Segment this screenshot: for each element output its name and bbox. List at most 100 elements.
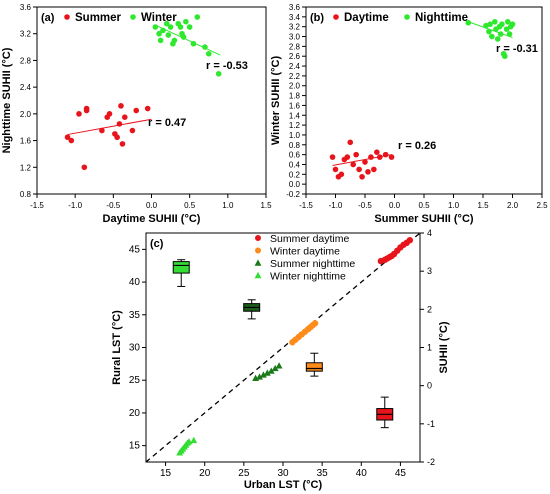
data-point bbox=[365, 169, 371, 175]
x-tick-label: 2.5 bbox=[536, 201, 548, 210]
data-point bbox=[502, 53, 508, 60]
data-point bbox=[263, 369, 271, 376]
legend-label: Summer bbox=[75, 12, 122, 24]
x-tick-label: 0.0 bbox=[389, 201, 401, 210]
data-point bbox=[353, 151, 359, 158]
y2-tick-label: -1 bbox=[427, 419, 435, 429]
data-point bbox=[487, 21, 493, 28]
data-point bbox=[157, 37, 164, 44]
legend-marker bbox=[333, 14, 339, 20]
r-annotation: r = 0.47 bbox=[148, 117, 186, 129]
x-tick-label: 1.0 bbox=[222, 201, 234, 210]
y2-tick-label: -2 bbox=[427, 457, 435, 467]
data-point bbox=[509, 21, 516, 28]
y-tick-label: 1.6 bbox=[20, 137, 32, 146]
x-tick-label: -1.5 bbox=[30, 201, 44, 210]
data-point bbox=[156, 30, 162, 37]
x-tick-label: -1.5 bbox=[299, 201, 313, 210]
panel-b: -1.5 -1.0 -0.5 0.0 0.5 1.0 1.5 2.0 2.5-0.20.00.2… bbox=[270, 3, 548, 225]
data-point bbox=[99, 127, 105, 134]
y2-tick-label: 2 bbox=[427, 304, 432, 314]
data-point bbox=[350, 161, 357, 168]
data-point bbox=[388, 154, 395, 160]
data-point bbox=[374, 149, 380, 155]
y-tick-label: 3.2 bbox=[289, 23, 301, 32]
data-point bbox=[171, 37, 178, 44]
legend-label: Winter daytime bbox=[270, 246, 340, 258]
legend-marker bbox=[254, 271, 262, 279]
legend-label: Daytime bbox=[344, 12, 389, 24]
y-tick-label: 1.2 bbox=[289, 121, 301, 130]
data-point bbox=[382, 151, 389, 158]
x-tick-label: 20 bbox=[199, 468, 211, 479]
identity-line bbox=[145, 232, 421, 463]
data-point bbox=[121, 114, 128, 120]
x-tick-label: 30 bbox=[277, 468, 289, 479]
y-tick-label: 0.2 bbox=[289, 170, 301, 179]
box-body bbox=[172, 261, 190, 274]
data-point bbox=[503, 26, 510, 32]
y-tick-label: 2.8 bbox=[289, 42, 301, 51]
x-tick-label: 0.0 bbox=[146, 201, 158, 210]
y-tick-label: 2.2 bbox=[289, 72, 301, 81]
y-tick-label: 2.4 bbox=[20, 83, 32, 92]
legend-marker bbox=[130, 14, 136, 20]
x-tick-label: 2.0 bbox=[507, 201, 519, 210]
y-tick-label: 0.8 bbox=[20, 190, 32, 199]
data-point bbox=[76, 111, 82, 117]
legend-marker bbox=[254, 259, 262, 266]
data-point bbox=[186, 24, 193, 30]
panel-label: (b) bbox=[310, 12, 324, 24]
y-tick-label: 30 bbox=[129, 343, 141, 354]
y-tick-label: 1.6 bbox=[289, 101, 301, 110]
y-tick-label: 15 bbox=[129, 441, 141, 452]
data-point bbox=[275, 362, 283, 369]
fit-line bbox=[332, 154, 392, 166]
y-tick-label: 2.0 bbox=[20, 110, 32, 119]
y-tick-label: 3.4 bbox=[289, 13, 301, 22]
x-axis-label: Summer SUHII (°C) bbox=[374, 213, 473, 225]
y-tick-label: 3.0 bbox=[289, 33, 301, 42]
data-point bbox=[267, 367, 275, 374]
legend-label: Nighttime bbox=[415, 12, 468, 24]
x-axis-label: Daytime SUHII (°C) bbox=[103, 213, 201, 225]
data-point bbox=[362, 159, 368, 165]
y-tick-label: 2.4 bbox=[289, 62, 301, 71]
x-tick-label: 0.5 bbox=[184, 201, 196, 210]
data-point bbox=[359, 173, 365, 180]
y-tick-label: 0.0 bbox=[289, 180, 301, 189]
panel-label: (a) bbox=[41, 12, 55, 24]
data-point bbox=[271, 364, 279, 372]
data-point bbox=[163, 20, 170, 27]
legend-label: Winter bbox=[141, 12, 177, 24]
y-tick-label: 0.6 bbox=[289, 151, 301, 160]
data-point bbox=[177, 24, 184, 30]
plot-frame bbox=[36, 6, 267, 195]
data-point bbox=[129, 127, 136, 134]
y-axis-label: Nighttime SUHII (°C) bbox=[1, 47, 13, 153]
r-annotation: r = -0.31 bbox=[496, 43, 538, 55]
data-point bbox=[190, 436, 198, 444]
data-point bbox=[465, 19, 472, 26]
data-point bbox=[68, 137, 75, 144]
y-tick-label: 2.8 bbox=[20, 56, 32, 65]
data-point bbox=[489, 33, 495, 40]
y-tick-label: 40 bbox=[129, 277, 141, 288]
y2-tick-label: 4 bbox=[427, 228, 432, 238]
data-point bbox=[332, 166, 339, 173]
data-point bbox=[347, 139, 354, 146]
data-point bbox=[83, 105, 90, 112]
fit-line bbox=[67, 118, 152, 136]
x-tick-label: 0.5 bbox=[418, 201, 430, 210]
data-point bbox=[406, 236, 414, 244]
x-tick-label: 1.0 bbox=[448, 201, 460, 210]
y-tick-label: 20 bbox=[129, 408, 141, 419]
y-tick-label: 1.4 bbox=[289, 111, 301, 120]
data-point bbox=[260, 371, 267, 378]
box-body bbox=[305, 362, 323, 372]
data-point bbox=[165, 32, 172, 38]
r-annotation: r = -0.53 bbox=[206, 60, 248, 72]
data-point bbox=[114, 134, 120, 141]
y-tick-label: 3.6 bbox=[20, 3, 32, 12]
